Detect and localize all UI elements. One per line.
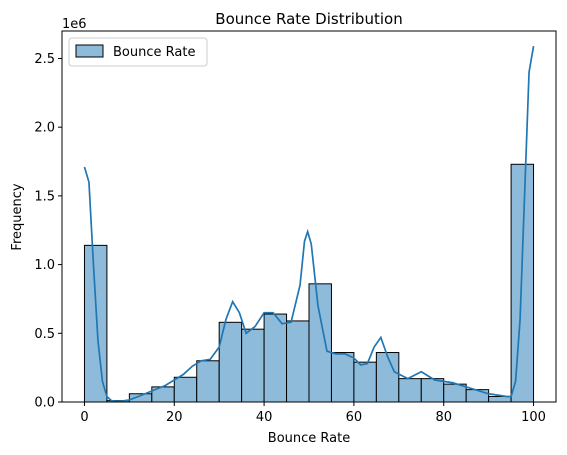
x-tick-label: 20 [166, 410, 183, 425]
y-axis-label: Frequency [10, 183, 25, 250]
histogram-bar [330, 352, 355, 403]
histogram-bar [375, 352, 400, 403]
x-tick-label: 100 [521, 410, 546, 425]
histogram-bar [173, 376, 198, 403]
y-tick-label: 2.0 [34, 121, 55, 136]
x-tick-label: 40 [256, 410, 273, 425]
x-tick-label: 60 [346, 410, 363, 425]
x-tick-label: 0 [80, 410, 88, 425]
histogram-bar [443, 383, 467, 403]
histogram-bar [196, 360, 220, 403]
x-axis-label: Bounce Rate [268, 431, 350, 446]
y-scale-label: 1e6 [62, 17, 87, 32]
histogram-bar [353, 361, 377, 403]
kde-line [83, 45, 535, 403]
legend: Bounce Rate [68, 37, 208, 67]
plot-frame [61, 30, 557, 403]
histogram-bar [308, 283, 332, 403]
y-axis: 0.0 0.5 1.0 1.5 2.0 2.5 [34, 52, 62, 411]
histogram-bars [83, 163, 535, 403]
histogram-bar [465, 389, 490, 403]
histogram-bar [241, 328, 265, 403]
chart-title: Bounce Rate Distribution [215, 10, 402, 28]
y-tick-label: 2.5 [34, 52, 55, 67]
y-tick-label: 0.5 [34, 327, 55, 342]
histogram-bar [398, 378, 422, 403]
y-tick-label: 0.0 [34, 396, 55, 411]
legend-label: Bounce Rate [113, 45, 195, 60]
y-tick-label: 1.5 [34, 189, 55, 204]
x-tick-label: 80 [435, 410, 452, 425]
histogram-bar [286, 320, 310, 403]
x-axis: 0 20 40 60 80 100 [80, 402, 546, 425]
legend-swatch [75, 44, 104, 58]
y-tick-label: 1.0 [34, 258, 55, 273]
histogram-bar [83, 244, 108, 403]
histogram-bar [263, 313, 288, 403]
histogram-bar [420, 378, 445, 403]
histogram-bar [510, 163, 535, 403]
